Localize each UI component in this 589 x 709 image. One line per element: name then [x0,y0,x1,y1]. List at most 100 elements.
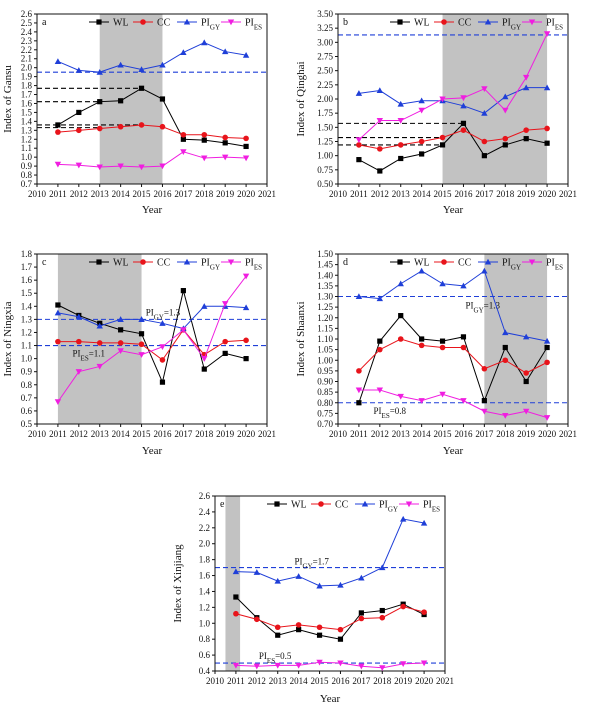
data-point-pi-es [397,117,404,124]
legend: WL CC PIGY PIES [89,18,262,32]
y-tick-label: 1.1 [21,341,32,351]
data-point-pi-gy [117,61,124,68]
legend-marker [397,19,403,25]
data-point-cc [377,346,383,353]
data-point-pi-es [180,327,187,334]
x-tick-label: 2014 [413,429,432,439]
data-point-pi-es [159,344,166,351]
shaded-period [99,14,163,184]
series-line-wl [358,314,548,403]
series-line-cc [358,127,548,150]
x-tick-label: 2016 [331,676,350,686]
y-tick-label: 1.6 [21,275,33,285]
data-point-wl [138,331,145,337]
data-point-pi-es [201,356,208,362]
x-tick-label: 2015 [434,429,453,439]
x-tick-label: 2017 [475,429,494,439]
panel-letter: d [343,257,348,268]
series-line-cc [235,606,425,631]
data-point-pi-gy [242,51,250,58]
data-point-wl [481,153,487,159]
data-point-cc [55,129,61,135]
data-point-wl [233,594,239,600]
y-tick-label: 1.3 [21,314,33,324]
legend-marker [140,259,146,265]
x-tick-label: 2020 [237,189,256,199]
x-tick-label: 2012 [371,189,389,199]
data-point-wl [356,157,362,163]
data-point-wl [502,142,508,148]
data-point-pi-gy [316,582,323,589]
data-point-pi-es [358,663,365,670]
data-point-pi-es [253,663,261,670]
data-point-cc [418,138,425,145]
series-line-wl [57,290,247,384]
x-tick-label: 2013 [392,429,411,439]
data-point-pi-gy [96,68,103,75]
x-tick-label: 2020 [538,429,557,439]
data-point-wl [523,378,529,385]
y-tick-label: 0.90 [317,377,333,387]
legend-label: CC [458,18,472,29]
data-point-pi-gy [397,280,404,287]
data-point-pi-es [96,164,103,171]
data-point-cc [233,610,239,617]
y-tick-label: 0.6 [21,406,33,416]
data-point-wl [316,632,323,638]
y-tick-label: 1.1 [21,143,32,153]
legend-label: PIES [546,258,563,272]
data-point-pi-gy [502,93,509,100]
data-point-pi-es [379,665,386,672]
data-point-pi-es [460,398,467,404]
data-point-pi-gy [420,519,428,526]
data-point-pi-es [337,660,344,667]
data-point-pi-gy [337,581,344,588]
series-line-pi-gy [235,518,425,587]
shaded-period [225,496,241,671]
x-tick-label: 2019 [517,429,536,439]
x-tick-label: 2021 [559,189,577,199]
data-point-cc [138,122,145,128]
x-tick-label: 2017 [174,189,193,199]
panel-letter: b [343,17,348,28]
x-tick-label: 2016 [153,189,172,199]
y-tick-label: 0.8 [21,170,33,180]
y-tick-label: 3.50 [317,9,333,19]
data-point-wl [379,607,385,614]
panel-letter: e [220,499,225,510]
y-tick-label: 0.5 [21,419,33,429]
legend-label: PIES [546,18,563,32]
y-tick-label: 1.7 [21,262,33,272]
data-point-wl [481,398,487,404]
data-point-pi-gy [397,100,404,107]
series-line-pi-es [358,33,548,141]
data-point-cc [76,127,82,134]
y-tick-label: 1.35 [317,281,333,291]
data-point-cc [397,336,404,342]
y-tick-label: 1.0 [21,152,33,162]
y-tick-label: 1.40 [317,270,333,280]
data-point-wl [275,632,281,638]
data-point-cc [274,624,281,631]
data-point-pi-gy [242,304,250,311]
x-axis-title: Year [142,445,163,457]
data-point-cc [523,370,529,376]
x-tick-label: 2019 [216,189,235,199]
legend-marker [528,19,536,26]
data-point-pi-gy [460,282,467,289]
data-point-pi-gy [502,329,509,336]
x-tick-label: 2011 [49,429,67,439]
x-axis-title: Year [443,445,464,457]
data-point-wl [398,313,404,319]
legend: WL CC PIGY PIES [267,500,440,514]
data-point-pi-es [159,163,166,170]
data-point-wl [296,627,302,633]
legend-marker [405,501,413,508]
data-point-pi-es [397,393,404,400]
data-point-pi-es [117,163,124,170]
data-point-pi-gy [481,267,488,274]
series-line-pi-es [235,661,425,669]
legend-label: CC [157,258,171,269]
legend-label: CC [335,500,349,511]
data-point-cc [222,134,228,141]
